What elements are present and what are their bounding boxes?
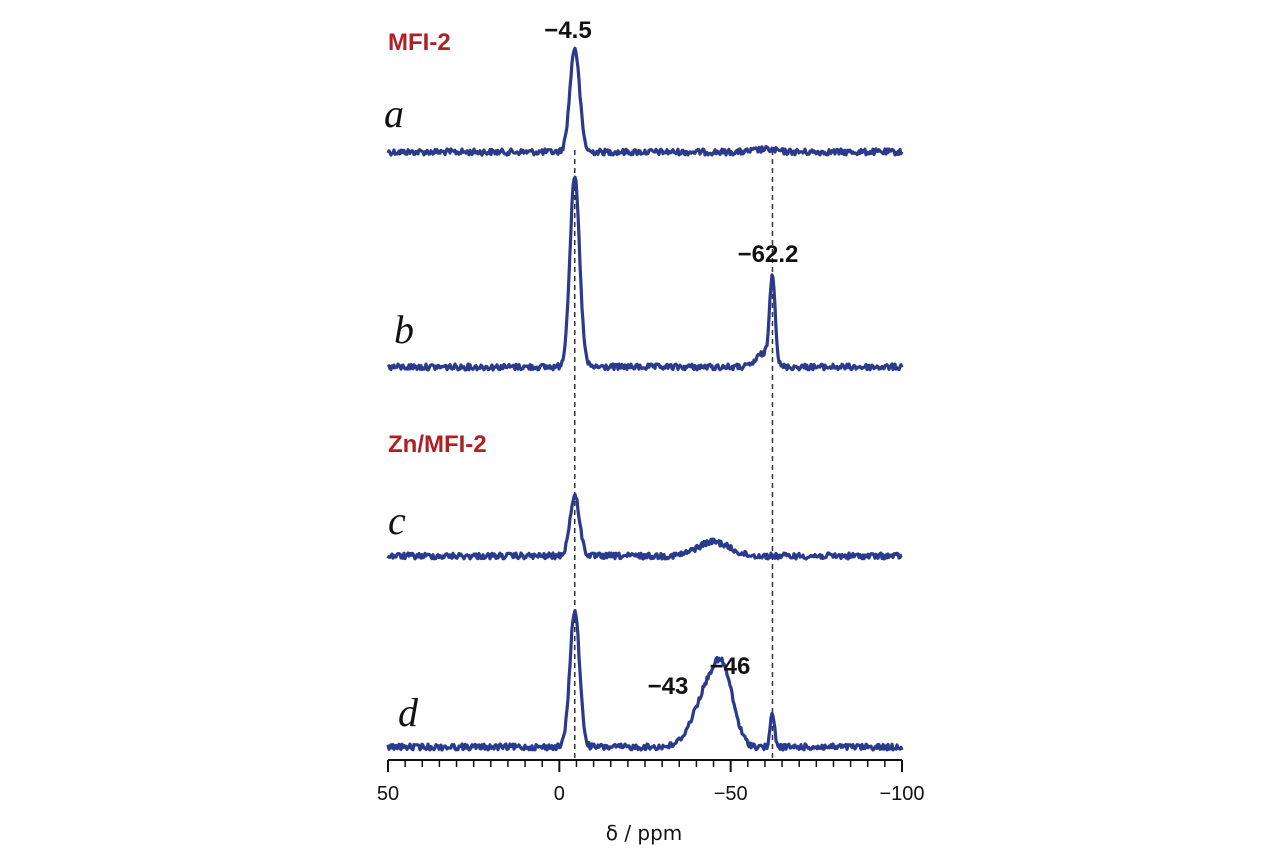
x-tick-label: 50 [377,783,399,805]
group-label-zn-mfi-2: Zn/MFI-2 [388,431,487,458]
x-tick-label: 0 [554,783,565,805]
trace-label-a: a [384,91,404,136]
peak-label-minus-43: −43 [648,673,689,700]
peak-label-minus-62-2: −62.2 [738,241,799,268]
x-axis-label: δ / ppm [606,821,683,845]
trace-label-b: b [394,307,414,352]
spectrum-trace-a [386,46,904,157]
peak-label-minus-46: −46 [710,653,751,680]
spectrum-trace-d [386,609,904,752]
spectrum-trace-b [387,175,904,372]
x-tick-label: −100 [879,783,924,805]
peak-label-minus-4-5: −4.5 [544,17,591,44]
guide-lines [574,150,774,760]
trace-label-c: c [388,498,406,543]
spectrum-trace-c [386,492,903,561]
x-tick-label: −50 [714,783,748,805]
x-tick-labels: 50 0 −50 −100 [377,783,925,805]
x-axis [387,759,903,772]
spectrum-traces [386,46,904,752]
trace-label-d: d [398,690,419,735]
group-label-mfi-2: MFI-2 [388,29,451,56]
